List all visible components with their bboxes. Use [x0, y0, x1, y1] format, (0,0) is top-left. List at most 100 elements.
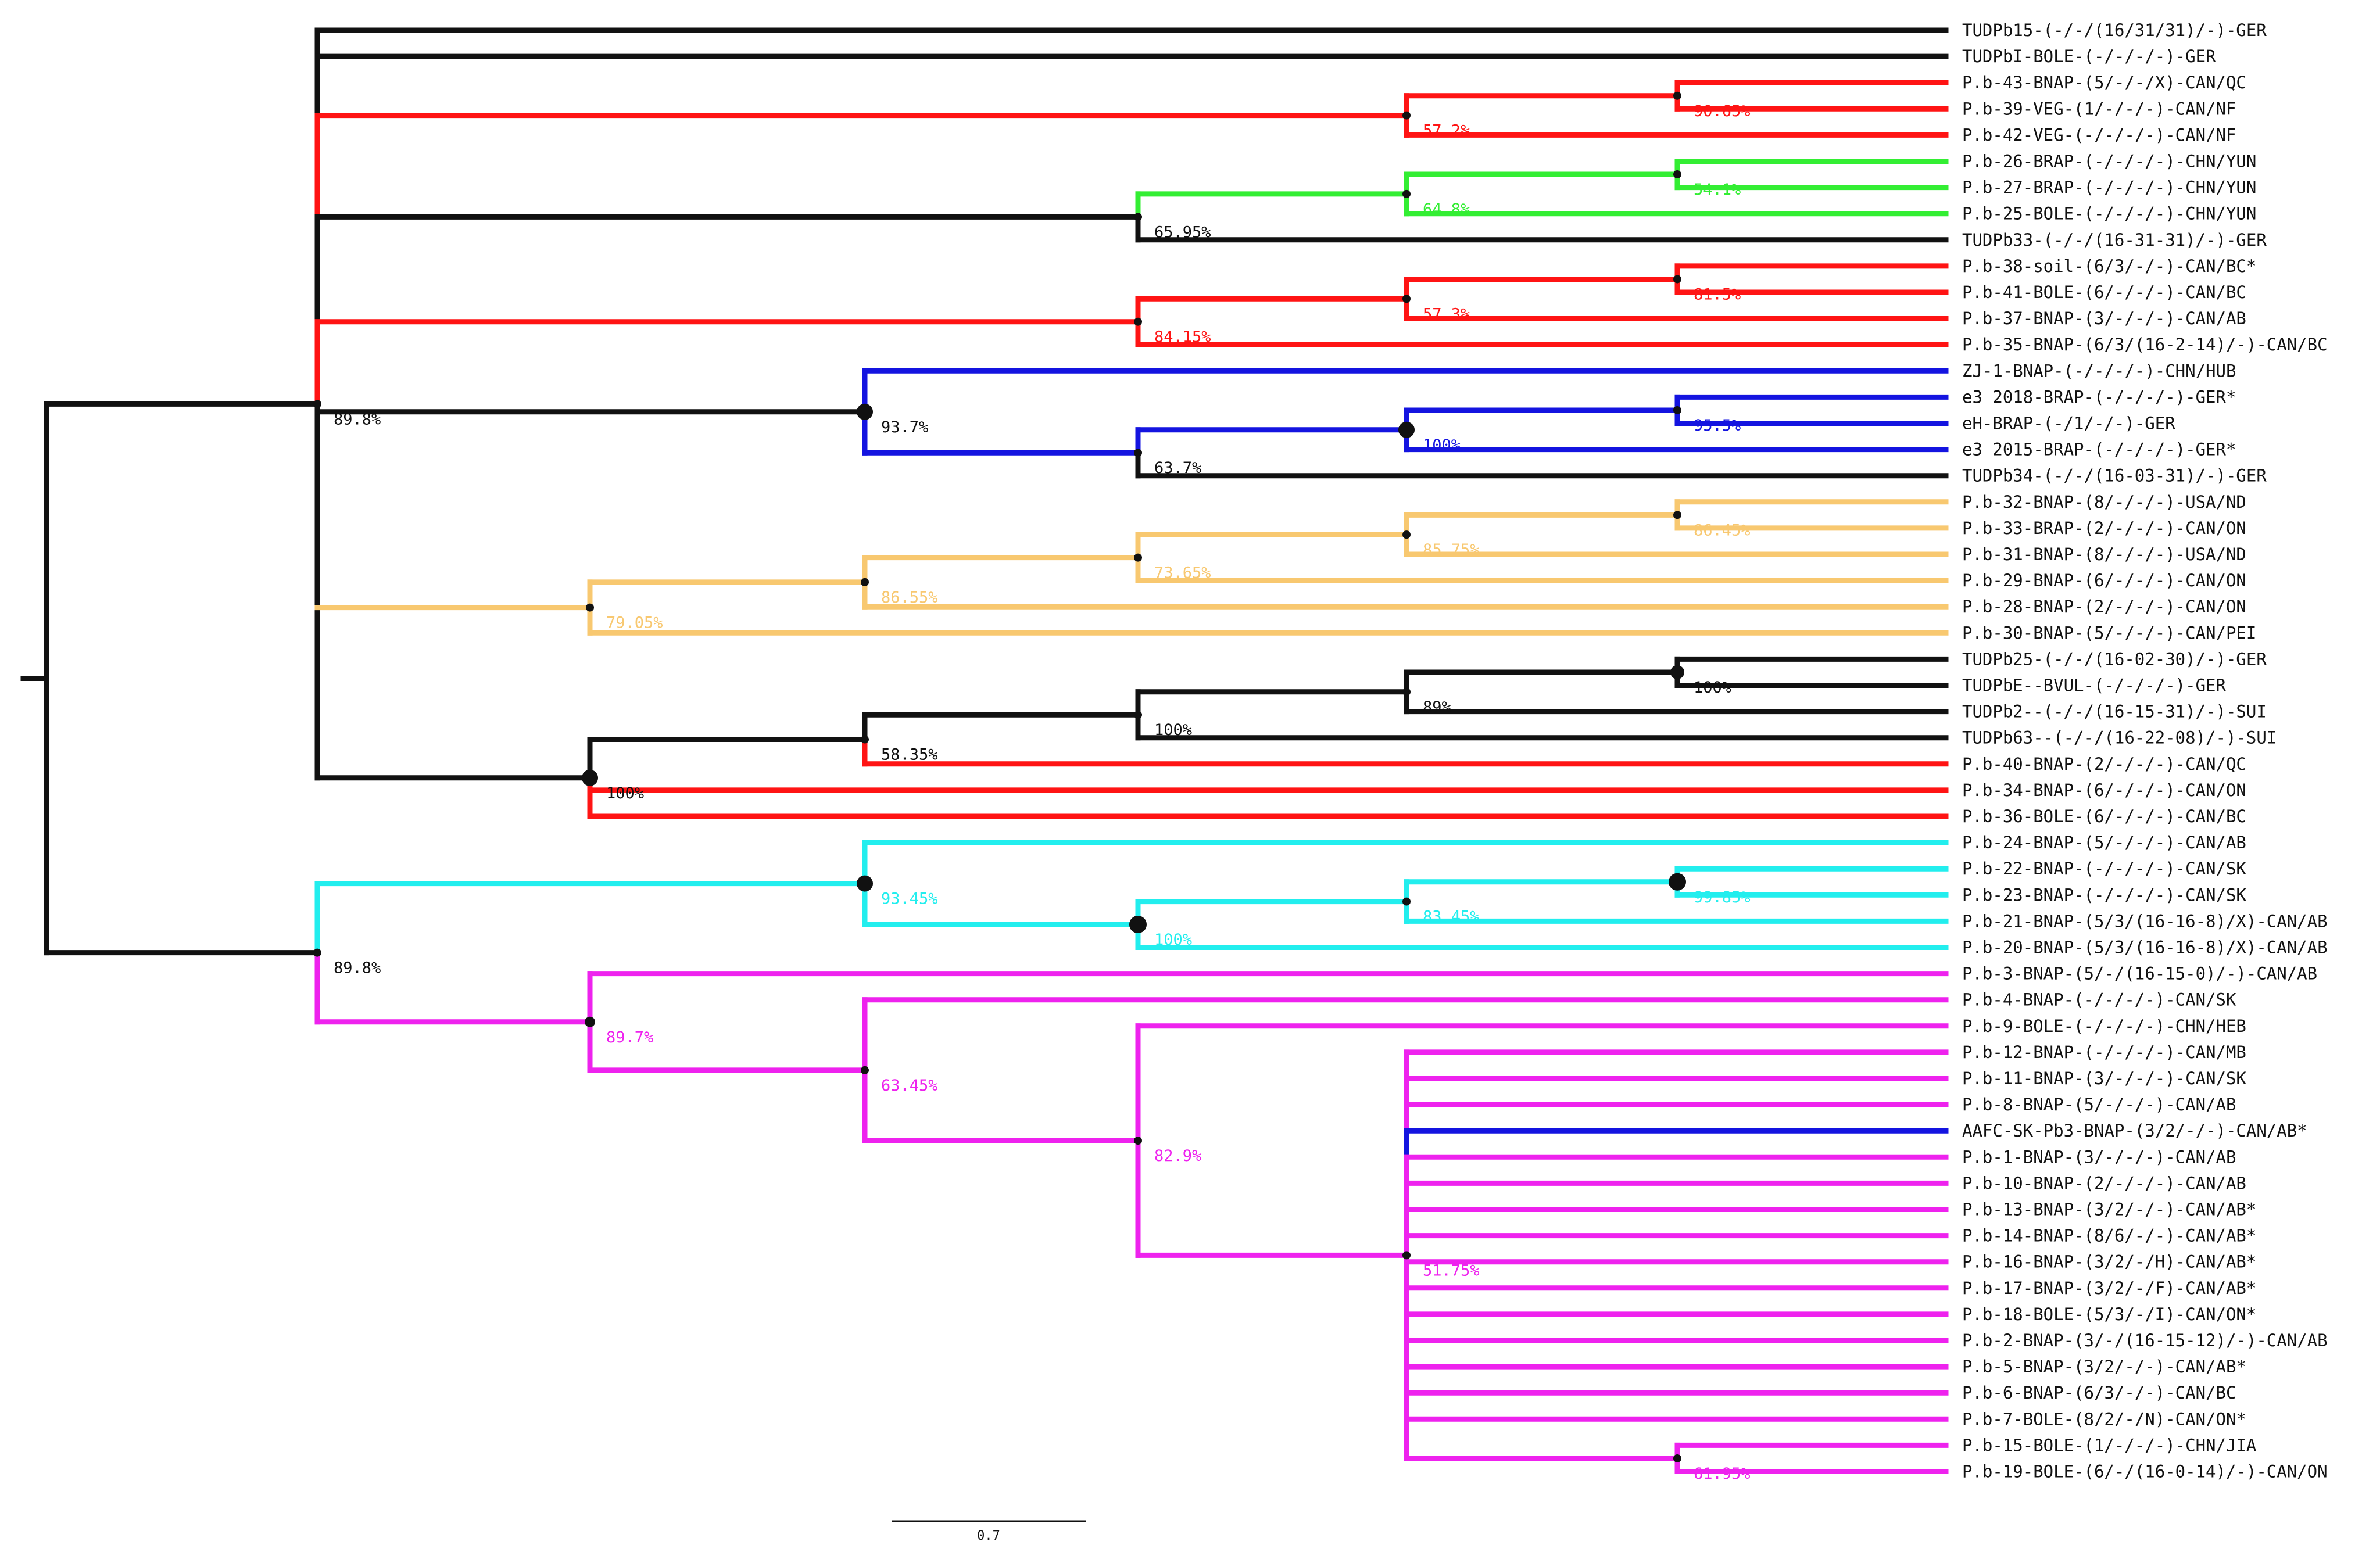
support-value-n8: 81.5% — [1694, 285, 1741, 303]
support-value-n9: 93.7% — [881, 418, 928, 436]
node-dot-n31 — [1673, 1454, 1681, 1462]
taxon-label-36: P.b-3-BNAP-(5/-/(16-15-0)/-)-CAN/AB — [1962, 964, 2317, 984]
taxon-label-40: P.b-11-BNAP-(3/-/-/-)-CAN/SK — [1962, 1069, 2246, 1088]
taxon-label-52: P.b-6-BNAP-(6/3/-/-)-CAN/BC — [1962, 1383, 2236, 1403]
node-dot-n28 — [861, 1066, 869, 1074]
support-value-n17: 86.45% — [1694, 521, 1751, 539]
taxon-label-33: P.b-23-BNAP-(-/-/-/-)-CAN/SK — [1962, 885, 2246, 905]
node-dot-n11 — [1398, 421, 1415, 438]
taxon-labels: TUDPb15-(-/-/(16/31/31)/-)-GER TUDPbI-BOL… — [1962, 20, 2328, 1482]
taxon-label-12: P.b-35-BNAP-(6/3/(16-2-14)/-)-CAN/BC — [1962, 335, 2328, 354]
taxon-label-23: P.b-30-BNAP-(5/-/-/-)-CAN/PEI — [1962, 623, 2256, 643]
support-value-n7: 57.3% — [1423, 305, 1470, 323]
support-value-n19: 58.35% — [881, 746, 938, 764]
node-dot-n25 — [1402, 897, 1411, 906]
taxon-label-15: eH-BRAP-(-/1/-/-)-GER — [1962, 414, 2175, 433]
support-values: 90.65% 57.2% 54.1% 64.8% 65.95% 81.5% 57.3% 84.… — [334, 102, 1751, 1483]
node-dot-n12 — [1673, 406, 1681, 414]
taxon-label-11: P.b-37-BNAP-(3/-/-/-)-CAN/AB — [1962, 309, 2246, 328]
branches — [20, 27, 1949, 1474]
taxon-label-25: TUDPbE--BVUL-(-/-/-/-)-GER — [1962, 676, 2226, 696]
node-dot-n7 — [1402, 295, 1411, 303]
support-value-n13: 79.05% — [606, 614, 663, 632]
support-value-n27: 89.7% — [606, 1028, 653, 1046]
node-dot-n8 — [1673, 275, 1681, 284]
node-dot-n20 — [1134, 711, 1142, 719]
support-value-n21: 89% — [1423, 698, 1451, 716]
node-dot-n30 — [1402, 1251, 1411, 1260]
taxon-label-2: P.b-43-BNAP-(5/-/-/X)-CAN/QC — [1962, 73, 2246, 92]
taxon-label-21: P.b-29-BNAP-(6/-/-/-)-CAN/ON — [1962, 571, 2246, 590]
taxon-label-20: P.b-31-BNAP-(8/-/-/-)-USA/ND — [1962, 544, 2246, 564]
support-value-n5: 54.1% — [1694, 181, 1741, 199]
support-value-n25: 83.45% — [1423, 908, 1480, 926]
taxon-label-41: P.b-8-BNAP-(5/-/-/-)-CAN/AB — [1962, 1095, 2236, 1114]
support-value-n31: 61.95% — [1694, 1465, 1751, 1483]
taxon-label-37: P.b-4-BNAP-(-/-/-/-)-CAN/SK — [1962, 990, 2236, 1010]
taxon-label-16: e3 2015-BRAP-(-/-/-/-)-GER* — [1962, 440, 2236, 460]
taxon-label-49: P.b-18-BOLE-(5/3/-/I)-CAN/ON* — [1962, 1304, 2256, 1324]
taxon-label-50: P.b-2-BNAP-(3/-/(16-15-12)/-)-CAN/AB — [1962, 1331, 2328, 1350]
support-value-n18: 100% — [606, 784, 644, 802]
node-dot-n4 — [1402, 189, 1411, 198]
scale-bar-label: 0.7 — [977, 1529, 1000, 1543]
support-value-n22: 100% — [1694, 679, 1731, 697]
support-value-A: 89.8% — [334, 410, 381, 428]
taxon-label-54: P.b-15-BOLE-(1/-/-/-)-CHN/JIA — [1962, 1435, 2256, 1455]
support-value-n12: 95.5% — [1694, 417, 1741, 435]
taxon-label-55: P.b-19-BOLE-(6/-/(16-0-14)/-)-CAN/ON — [1962, 1462, 2328, 1482]
node-dot-n9 — [857, 403, 873, 420]
support-value-n28: 63.45% — [881, 1077, 938, 1095]
node-dot-n6 — [1134, 317, 1142, 326]
taxon-label-34: P.b-21-BNAP-(5/3/(16-16-8)/X)-CAN/AB — [1962, 911, 2328, 931]
taxon-label-18: P.b-32-BNAP-(8/-/-/-)-USA/ND — [1962, 492, 2246, 512]
node-dot-n23 — [857, 875, 873, 892]
node-markers — [313, 91, 1686, 1462]
support-value-n24: 100% — [1154, 931, 1192, 949]
taxon-label-44: P.b-10-BNAP-(2/-/-/-)-CAN/AB — [1962, 1173, 2246, 1193]
taxon-label-43: P.b-1-BNAP-(3/-/-/-)-CAN/AB — [1962, 1147, 2236, 1167]
taxon-label-6: P.b-27-BRAP-(-/-/-/-)-CHN/YUN — [1962, 178, 2256, 198]
support-value-n11: 100% — [1423, 436, 1461, 454]
taxon-label-22: P.b-28-BNAP-(2/-/-/-)-CAN/ON — [1962, 597, 2246, 616]
taxon-label-9: P.b-38-soil-(6/3/-/-)-CAN/BC* — [1962, 256, 2256, 276]
support-value-n26: 99.85% — [1694, 888, 1751, 906]
taxon-label-24: TUDPb25-(-/-/(16-02-30)/-)-GER — [1962, 649, 2267, 669]
support-value-n1: 57.2% — [1423, 122, 1470, 140]
node-dot-n19 — [861, 735, 869, 744]
taxon-label-39: P.b-12-BNAP-(-/-/-/-)-CAN/MB — [1962, 1042, 2246, 1062]
node-dot-n2 — [1673, 91, 1681, 100]
node-dot-n27 — [585, 1016, 595, 1027]
taxon-label-5: P.b-26-BRAP-(-/-/-/-)-CHN/YUN — [1962, 152, 2256, 171]
support-value-n2: 90.65% — [1694, 102, 1751, 120]
taxon-label-30: P.b-36-BOLE-(6/-/-/-)-CAN/BC — [1962, 806, 2246, 826]
taxon-label-3: P.b-39-VEG-(1/-/-/-)-CAN/NF — [1962, 99, 2236, 119]
support-value-n23: 93.45% — [881, 890, 938, 908]
node-dot-n22 — [1670, 665, 1684, 679]
support-value-n29: 82.9% — [1154, 1147, 1201, 1165]
taxon-label-46: P.b-14-BNAP-(8/6/-/-)-CAN/AB* — [1962, 1226, 2256, 1246]
support-value-n14: 86.55% — [881, 589, 938, 607]
taxon-label-38: P.b-9-BOLE-(-/-/-/-)-CHN/HEB — [1962, 1016, 2246, 1036]
taxon-label-7: P.b-25-BOLE-(-/-/-/-)-CHN/YUN — [1962, 204, 2256, 224]
support-value-n4: 64.8% — [1423, 200, 1470, 218]
node-dot-n18 — [582, 769, 598, 786]
node-dot-A — [313, 400, 321, 408]
support-value-n3: 65.95% — [1154, 223, 1211, 241]
taxon-label-14: e3 2018-BRAP-(-/-/-/-)-GER* — [1962, 387, 2236, 407]
scale-bar: 0.7 — [892, 1520, 1086, 1543]
node-dot-n14 — [861, 578, 869, 586]
taxon-label-42: AAFC-SK-Pb3-BNAP-(3/2/-/-)-CAN/AB* — [1962, 1121, 2307, 1141]
node-dot-n26 — [1669, 873, 1686, 891]
taxon-label-19: P.b-33-BRAP-(2/-/-/-)-CAN/ON — [1962, 518, 2246, 538]
support-value-n30: 51.75% — [1423, 1261, 1480, 1279]
taxon-label-13: ZJ-1-BNAP-(-/-/-/-)-CHN/HUB — [1962, 361, 2236, 381]
taxon-label-48: P.b-17-BNAP-(3/2/-/F)-CAN/AB* — [1962, 1278, 2256, 1298]
taxon-label-26: TUDPb2--(-/-/(16-15-31)/-)-SUI — [1962, 702, 2267, 722]
taxon-label-53: P.b-7-BOLE-(8/2/-/N)-CAN/ON* — [1962, 1409, 2246, 1429]
taxon-label-1: TUDPbI-BOLE-(-/-/-/-)-GER — [1962, 46, 2216, 66]
node-dot-n29 — [1134, 1137, 1142, 1145]
support-value-n16: 85.75% — [1423, 541, 1480, 559]
